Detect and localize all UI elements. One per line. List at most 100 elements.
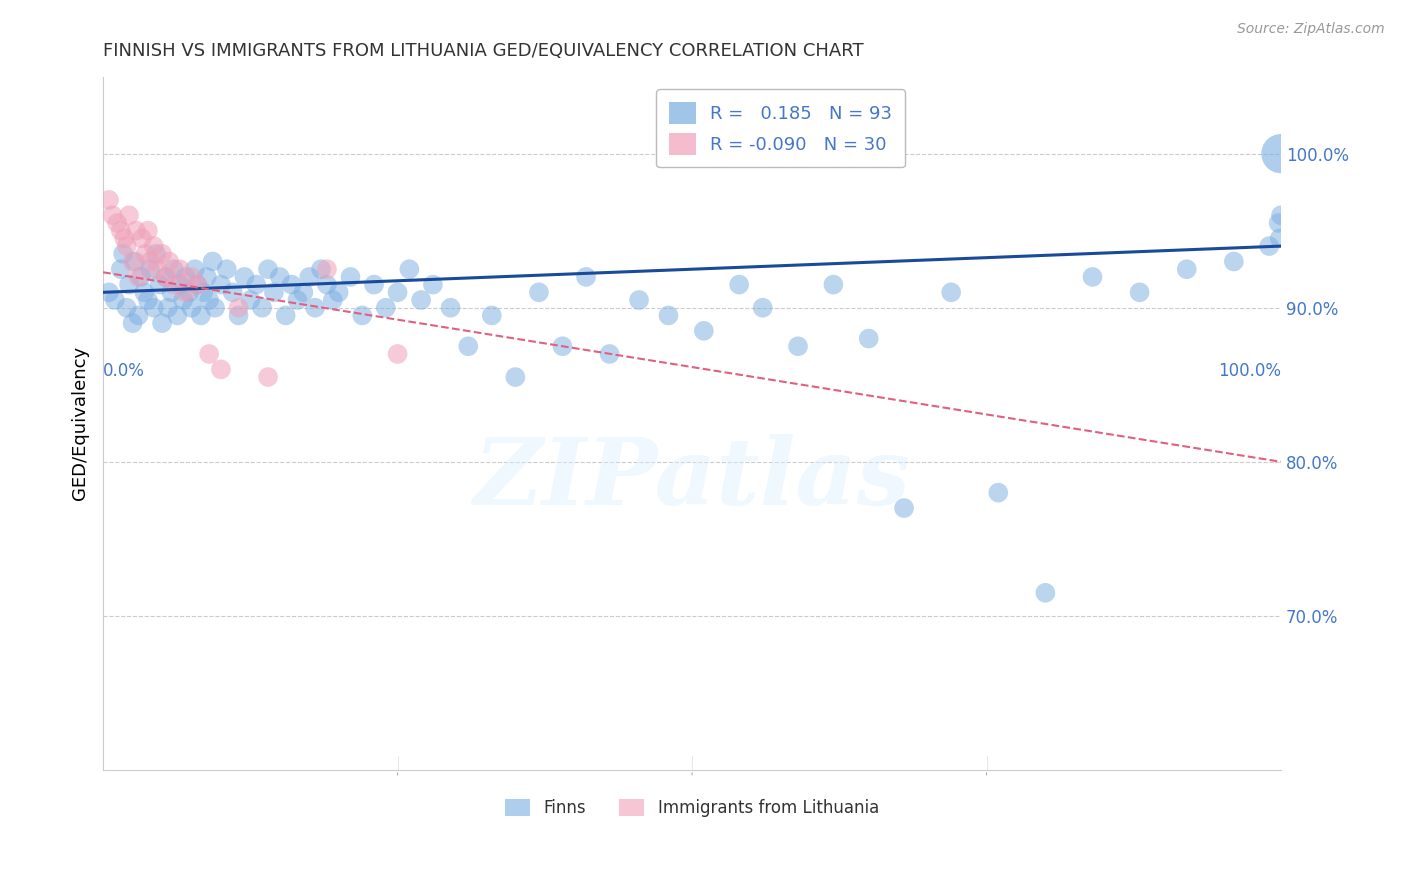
Point <box>693 324 716 338</box>
Point <box>112 247 135 261</box>
Point <box>174 285 197 300</box>
Point <box>125 224 148 238</box>
Point <box>1267 216 1289 230</box>
Point <box>160 285 183 300</box>
Point <box>179 285 201 300</box>
Point <box>121 254 143 268</box>
Point <box>363 277 385 292</box>
Point <box>657 309 679 323</box>
Point <box>628 293 651 307</box>
Point <box>193 285 215 300</box>
Point <box>98 285 121 300</box>
Point <box>239 293 262 307</box>
Point <box>1081 269 1104 284</box>
Point <box>127 309 149 323</box>
Point <box>328 285 350 300</box>
Point <box>751 301 773 315</box>
Point <box>112 231 135 245</box>
Text: FINNISH VS IMMIGRANTS FROM LITHUANIA GED/EQUIVALENCY CORRELATION CHART: FINNISH VS IMMIGRANTS FROM LITHUANIA GED… <box>103 42 863 60</box>
Point <box>1270 208 1292 222</box>
Point <box>505 370 527 384</box>
Point <box>201 254 224 268</box>
Point <box>439 301 461 315</box>
Point <box>204 301 226 315</box>
Point <box>150 247 173 261</box>
Point <box>139 262 162 277</box>
Point <box>298 269 321 284</box>
Point <box>198 293 221 307</box>
Point <box>149 277 172 292</box>
Point <box>1129 285 1152 300</box>
Point <box>398 262 420 277</box>
Point <box>104 293 127 307</box>
Point <box>186 277 208 292</box>
Point <box>195 269 218 284</box>
Point <box>155 269 177 284</box>
Point <box>136 224 159 238</box>
Point <box>1175 262 1198 277</box>
Point <box>304 301 326 315</box>
Point <box>172 293 194 307</box>
Point <box>1270 146 1292 161</box>
Text: 100.0%: 100.0% <box>1218 362 1281 380</box>
Point <box>481 309 503 323</box>
Point <box>352 309 374 323</box>
Point <box>387 285 409 300</box>
Point <box>115 301 138 315</box>
Point <box>457 339 479 353</box>
Point <box>987 485 1010 500</box>
Point <box>575 269 598 284</box>
Point <box>198 347 221 361</box>
Point <box>245 277 267 292</box>
Point <box>209 362 232 376</box>
Point <box>1223 254 1246 268</box>
Point <box>110 224 132 238</box>
Point <box>274 309 297 323</box>
Point <box>257 262 280 277</box>
Point <box>422 277 444 292</box>
Point <box>858 332 880 346</box>
Point <box>139 254 162 268</box>
Point <box>157 254 180 268</box>
Point <box>387 347 409 361</box>
Point <box>215 262 238 277</box>
Point <box>221 285 243 300</box>
Point <box>287 293 309 307</box>
Point <box>316 277 339 292</box>
Text: 0.0%: 0.0% <box>103 362 145 380</box>
Point <box>250 301 273 315</box>
Point <box>163 262 186 277</box>
Point <box>1035 586 1057 600</box>
Point <box>787 339 810 353</box>
Point <box>823 277 845 292</box>
Point <box>180 269 202 284</box>
Point <box>527 285 550 300</box>
Text: Source: ZipAtlas.com: Source: ZipAtlas.com <box>1237 22 1385 37</box>
Point <box>180 301 202 315</box>
Text: ZIPatlas: ZIPatlas <box>474 434 911 524</box>
Point <box>156 301 179 315</box>
Point <box>941 285 963 300</box>
Point <box>322 293 344 307</box>
Point <box>186 277 208 292</box>
Point <box>728 277 751 292</box>
Point <box>1268 231 1291 245</box>
Point <box>110 262 132 277</box>
Point <box>1258 239 1281 253</box>
Point <box>142 301 165 315</box>
Point <box>228 301 250 315</box>
Point <box>129 269 152 284</box>
Point <box>174 269 197 284</box>
Point <box>411 293 433 307</box>
Legend: Finns, Immigrants from Lithuania: Finns, Immigrants from Lithuania <box>499 793 886 824</box>
Point <box>146 262 169 277</box>
Point <box>209 277 232 292</box>
Point <box>228 309 250 323</box>
Point <box>101 208 124 222</box>
Point <box>124 254 146 268</box>
Point <box>134 285 156 300</box>
Point <box>118 208 141 222</box>
Point <box>893 501 915 516</box>
Point <box>233 269 256 284</box>
Point <box>257 370 280 384</box>
